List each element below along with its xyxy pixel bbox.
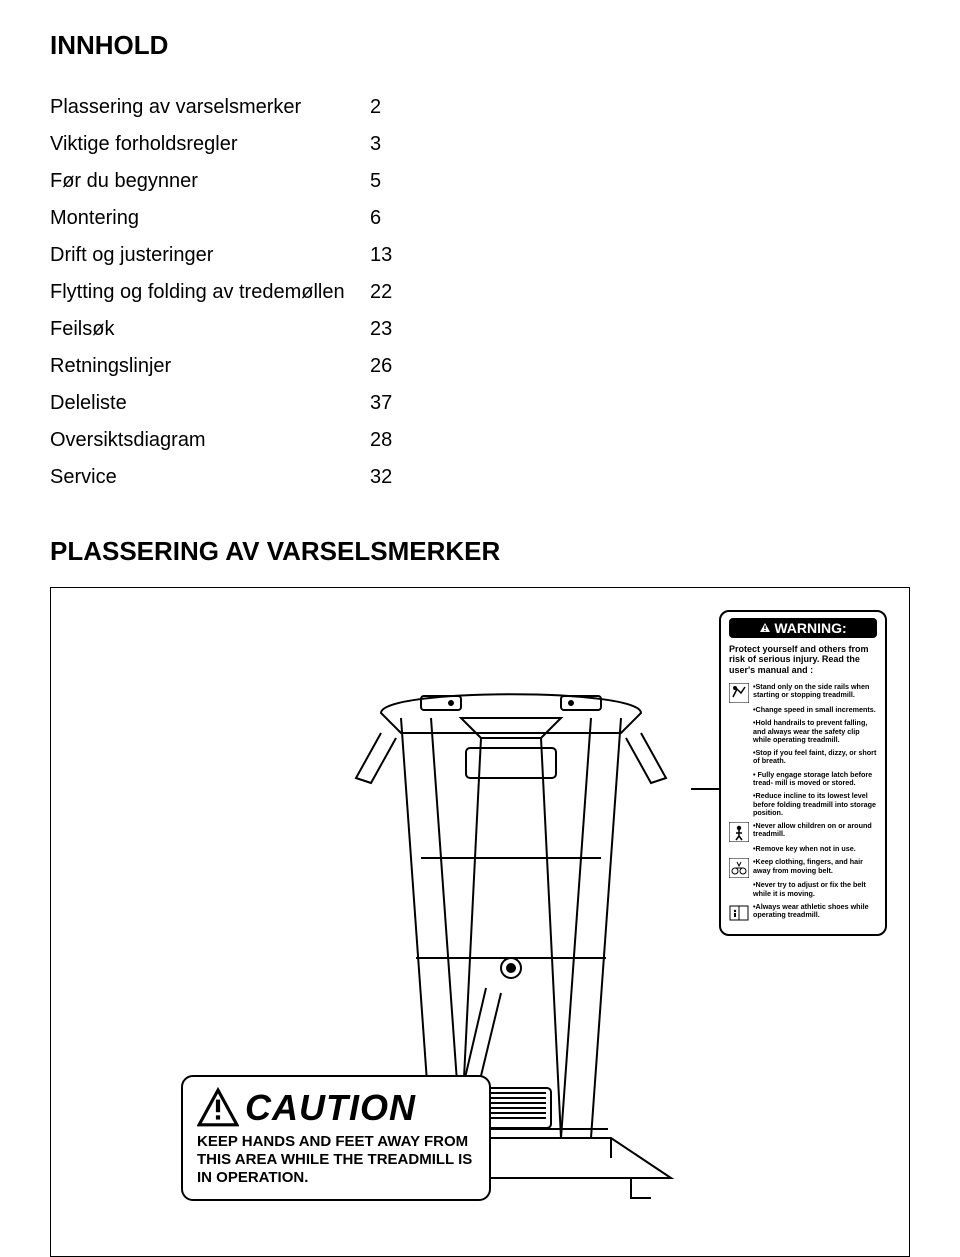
warning-triangle-icon: [759, 622, 771, 634]
toc-label: Viktige forholdsregler: [50, 126, 370, 163]
caution-text: KEEP HANDS AND FEET AWAY FROM THIS AREA …: [197, 1133, 475, 1187]
toc-page: 28: [370, 422, 410, 459]
warning-head-text: WARNING:: [774, 620, 846, 636]
warning-decal: WARNING: Protect yourself and others fro…: [719, 610, 887, 936]
warn-text: •Never allow children on or around tread…: [753, 822, 877, 842]
warn-text: •Reduce incline to its lowest level befo…: [753, 792, 877, 817]
toc-row: Flytting og folding av tredemøllen22: [50, 274, 910, 311]
hand-belt-icon: [729, 858, 749, 878]
page-title: INNHOLD: [50, 30, 910, 61]
toc-page: 37: [370, 385, 410, 422]
toc-label: Feilsøk: [50, 311, 370, 348]
toc-page: 5: [370, 163, 410, 200]
toc-row: Drift og justeringer13: [50, 237, 910, 274]
toc-row: Plassering av varselsmerker2: [50, 89, 910, 126]
toc-row: Service32: [50, 459, 910, 496]
toc-row: Retningslinjer26: [50, 348, 910, 385]
table-of-contents: Plassering av varselsmerker2 Viktige for…: [50, 89, 910, 496]
toc-page: 26: [370, 348, 410, 385]
toc-row: Montering6: [50, 200, 910, 237]
toc-row: Viktige forholdsregler3: [50, 126, 910, 163]
warn-text: •Never try to adjust or fix the belt whi…: [753, 881, 877, 898]
toc-page: 32: [370, 459, 410, 496]
toc-label: Flytting og folding av tredemøllen: [50, 274, 370, 311]
toc-label: Plassering av varselsmerker: [50, 89, 370, 126]
toc-label: Montering: [50, 200, 370, 237]
toc-page: 2: [370, 89, 410, 126]
warning-header: WARNING:: [729, 618, 877, 638]
toc-label: Deleliste: [50, 385, 370, 422]
warn-text: •Always wear athletic shoes while operat…: [753, 903, 877, 923]
toc-row: Feilsøk23: [50, 311, 910, 348]
toc-row: Før du begynner5: [50, 163, 910, 200]
caution-decal: CAUTION KEEP HANDS AND FEET AWAY FROM TH…: [181, 1075, 491, 1201]
toc-label: Service: [50, 459, 370, 496]
warn-text: • Fully engage storage latch before trea…: [753, 771, 877, 788]
warn-text: •Stand only on the side rails when start…: [753, 683, 877, 703]
caution-word: CAUTION: [245, 1087, 416, 1129]
toc-page: 3: [370, 126, 410, 163]
toc-page: 13: [370, 237, 410, 274]
leader-line: [488, 1128, 608, 1130]
toc-label: Oversiktsdiagram: [50, 422, 370, 459]
warning-triangle-icon: [197, 1087, 239, 1129]
toc-page: 23: [370, 311, 410, 348]
toc-label: Retningslinjer: [50, 348, 370, 385]
warn-text: •Change speed in small increments.: [753, 706, 877, 714]
toc-label: Før du begynner: [50, 163, 370, 200]
toc-label: Drift og justeringer: [50, 237, 370, 274]
warn-text: •Keep clothing, fingers, and hair away f…: [753, 858, 877, 878]
section-title: PLASSERING AV VARSELSMERKER: [50, 536, 910, 567]
toc-page: 6: [370, 200, 410, 237]
toc-page: 22: [370, 274, 410, 311]
warn-text: •Stop if you feel faint, dizzy, or short…: [753, 749, 877, 766]
warn-text: •Hold handrails to prevent falling, and …: [753, 719, 877, 744]
warning-intro: Protect yourself and others from risk of…: [729, 644, 877, 675]
toc-row: Deleliste37: [50, 385, 910, 422]
toc-row: Oversiktsdiagram28: [50, 422, 910, 459]
manual-icon: [729, 903, 749, 923]
warn-text: •Remove key when not in use.: [753, 845, 877, 853]
child-icon: [729, 822, 749, 842]
fall-icon: [729, 683, 749, 703]
figure-area: CAUTION KEEP HANDS AND FEET AWAY FROM TH…: [50, 587, 910, 1257]
